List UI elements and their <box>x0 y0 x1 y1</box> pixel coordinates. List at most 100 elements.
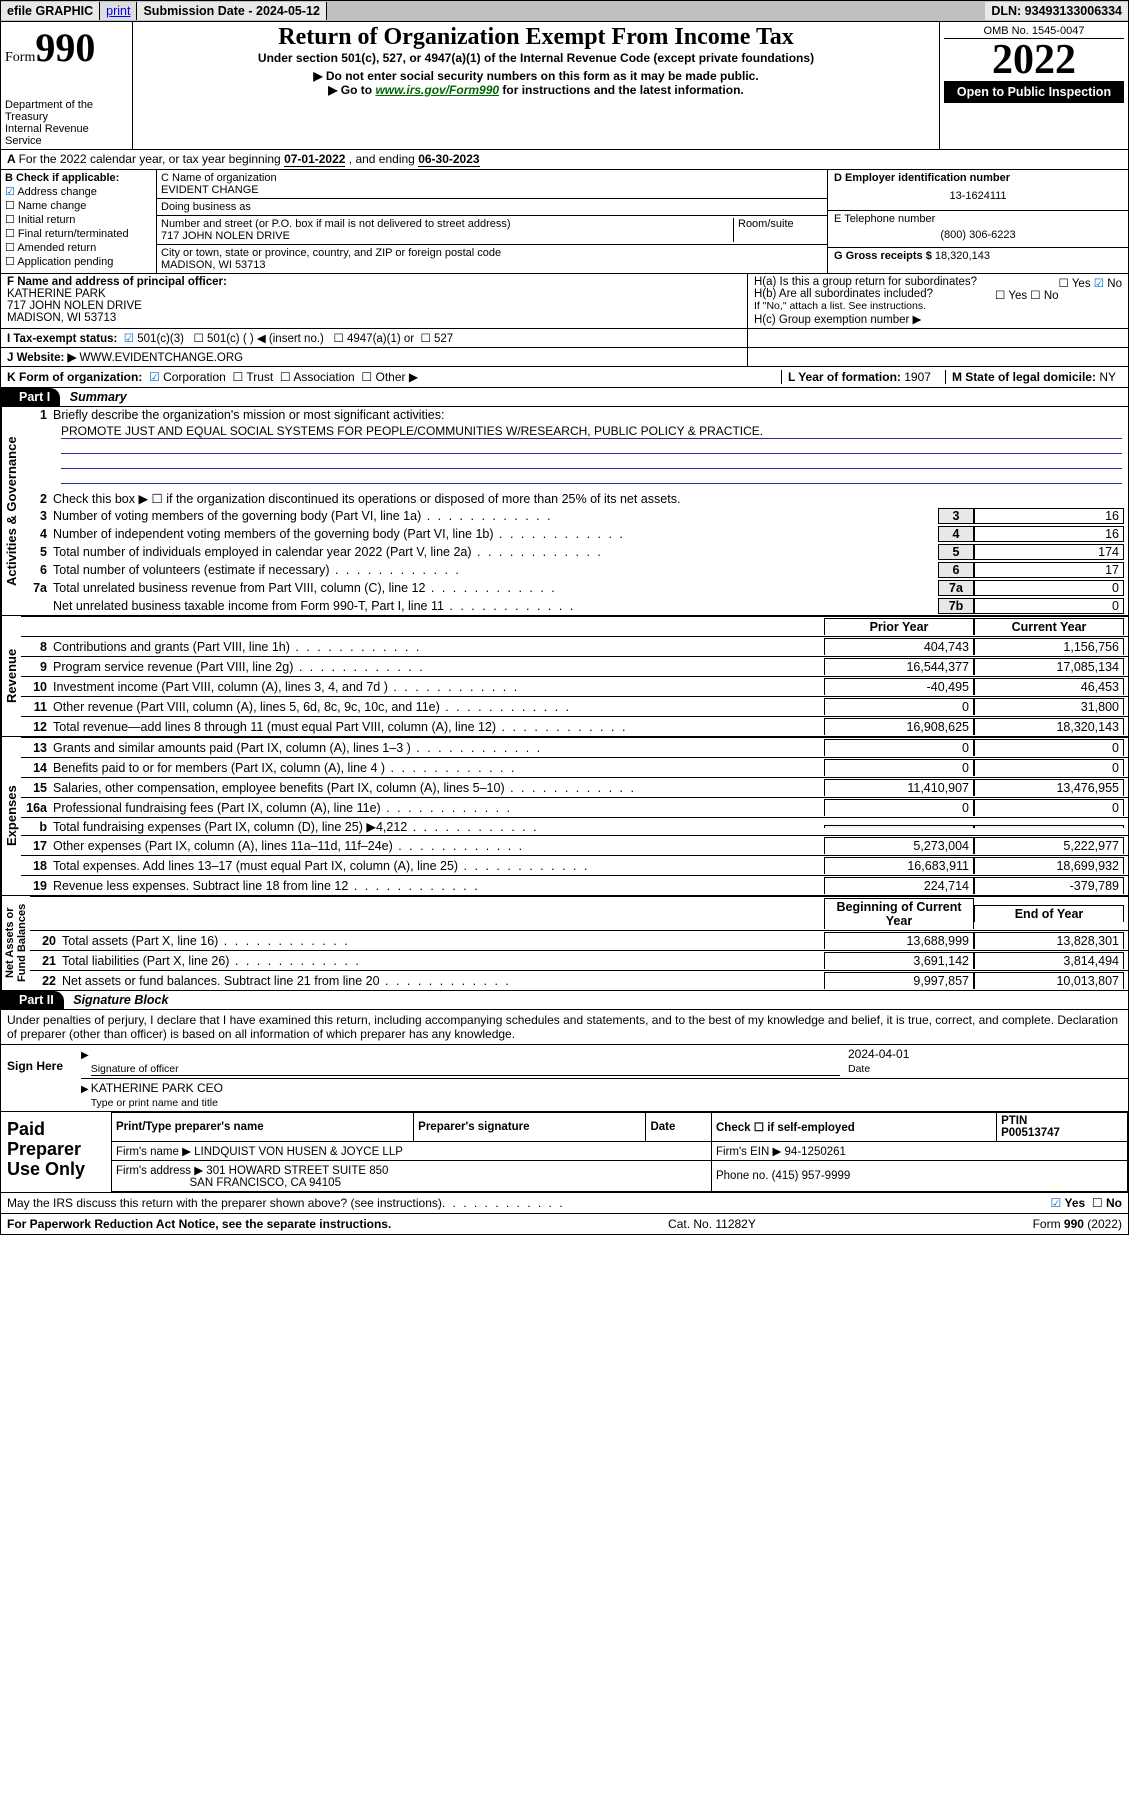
sign-here-block: Sign Here Signature of officer 2024-04-0… <box>0 1045 1129 1112</box>
exp-line-16a: 16aProfessional fundraising fees (Part I… <box>21 797 1128 817</box>
rev-line-8: 8Contributions and grants (Part VIII, li… <box>21 636 1128 656</box>
year-formation: 1907 <box>904 370 931 384</box>
net-line-22: 22Net assets or fund balances. Subtract … <box>30 970 1128 990</box>
line2-discontinued: Check this box ▶ ☐ if the organization d… <box>53 491 1124 506</box>
g-receipts-label: G Gross receipts $ <box>834 250 932 262</box>
vlabel-revenue: Revenue <box>1 616 21 736</box>
addr-label: Number and street (or P.O. box if mail i… <box>161 218 733 230</box>
col-current-year: Current Year <box>974 618 1124 635</box>
mission-label: Briefly describe the organization's miss… <box>53 408 1124 422</box>
chk-initial-return[interactable]: Initial return <box>5 213 152 226</box>
state-domicile: NY <box>1099 370 1116 384</box>
firm-phone: (415) 957-9999 <box>772 1170 851 1182</box>
rev-line-10: 10Investment income (Part VIII, column (… <box>21 676 1128 696</box>
exp-line-17: 17Other expenses (Part IX, column (A), l… <box>21 835 1128 855</box>
firm-addr2: SAN FRANCISCO, CA 94105 <box>190 1177 341 1189</box>
sign-date-label: Date <box>848 1063 870 1075</box>
rev-line-11: 11Other revenue (Part VIII, column (A), … <box>21 696 1128 716</box>
part-i-summary: Activities & Governance 1 Briefly descri… <box>0 407 1129 616</box>
col-end-year: End of Year <box>974 905 1124 922</box>
ein-value: 13-1624111 <box>834 184 1122 208</box>
form-990-badge: Form990 <box>5 24 128 71</box>
vlabel-expenses: Expenses <box>1 737 21 895</box>
netassets-section: Net Assets or Fund Balances Beginning of… <box>0 896 1129 991</box>
exp-line-b: bTotal fundraising expenses (Part IX, co… <box>21 817 1128 835</box>
chk-final-return[interactable]: Final return/terminated <box>5 227 152 240</box>
website-value: WWW.EVIDENTCHANGE.ORG <box>80 352 244 364</box>
hc-group-exemption: H(c) Group exemption number ▶ <box>754 312 1122 326</box>
form-header: Form990 Department of the Treasury Inter… <box>0 22 1129 150</box>
mission-blank2 <box>61 455 1122 469</box>
firm-name: LINDQUIST VON HUSEN & JOYCE LLP <box>194 1146 403 1158</box>
declaration-text: Under penalties of perjury, I declare th… <box>0 1010 1129 1045</box>
rev-line-9: 9Program service revenue (Part VIII, lin… <box>21 656 1128 676</box>
phone-value: (800) 306-6223 <box>834 225 1122 245</box>
prep-self-hdr: Check ☐ if self-employed <box>711 1113 996 1142</box>
e-phone-label: E Telephone number <box>834 213 1122 225</box>
dln: DLN: 93493133006334 <box>985 2 1128 20</box>
revenue-section: Revenue Prior Year Current Year 8Contrib… <box>0 616 1129 737</box>
gross-receipts-value: 18,320,143 <box>935 250 990 262</box>
form-subtitle: Under section 501(c), 527, or 4947(a)(1)… <box>137 51 935 65</box>
footer-discuss: May the IRS discuss this return with the… <box>0 1193 1129 1214</box>
firm-addr1: 301 HOWARD STREET SUITE 850 <box>206 1165 388 1177</box>
sig-officer-label: Signature of officer <box>91 1063 179 1075</box>
prep-name-hdr: Print/Type preparer's name <box>112 1113 414 1142</box>
tax-year: 2022 <box>944 39 1124 81</box>
exp-line-14: 14Benefits paid to or for members (Part … <box>21 757 1128 777</box>
efile-label: efile GRAPHIC <box>1 2 100 20</box>
row-j-website: J Website: ▶ WWW.EVIDENTCHANGE.ORG <box>0 348 1129 367</box>
hb-note: If "No," attach a list. See instructions… <box>754 300 1122 312</box>
officer-addr1: 717 JOHN NOLEN DRIVE <box>7 300 741 312</box>
net-line-20: 20Total assets (Part X, line 16)13,688,9… <box>30 930 1128 950</box>
prep-date-hdr: Date <box>646 1113 712 1142</box>
row-i-taxexempt: I Tax-exempt status: 501(c)(3) 501(c) ( … <box>0 329 1129 348</box>
open-to-public: Open to Public Inspection <box>944 81 1124 103</box>
b-label: B Check if applicable: <box>5 172 119 184</box>
gov-line-7b: Net unrelated business taxable income fr… <box>21 597 1128 615</box>
part-ii-header: Part II Signature Block <box>0 991 1129 1010</box>
dept-treasury: Department of the Treasury Internal Reve… <box>5 99 128 147</box>
d-ein-label: D Employer identification number <box>834 172 1010 184</box>
mission-text: PROMOTE JUST AND EQUAL SOCIAL SYSTEMS FO… <box>61 424 1122 439</box>
cat-no: Cat. No. 11282Y <box>668 1217 756 1231</box>
prep-ptin-hdr: PTINP00513747 <box>997 1113 1128 1142</box>
exp-line-19: 19Revenue less expenses. Subtract line 1… <box>21 875 1128 895</box>
chk-application-pending[interactable]: Application pending <box>5 255 152 268</box>
officer-addr2: MADISON, WI 53713 <box>7 312 741 324</box>
vlabel-governance: Activities & Governance <box>1 407 21 615</box>
exp-line-18: 18Total expenses. Add lines 13–17 (must … <box>21 855 1128 875</box>
footer-paperwork: For Paperwork Reduction Act Notice, see … <box>0 1214 1129 1235</box>
form-note1: ▶ Do not enter social security numbers o… <box>137 69 935 83</box>
print-button[interactable]: print <box>100 2 137 20</box>
chk-amended-return[interactable]: Amended return <box>5 241 152 254</box>
ha-group-return: H(a) Is this a group return for subordin… <box>754 276 1122 288</box>
row-klm: K Form of organization: Corporation Trus… <box>0 367 1129 388</box>
org-city: MADISON, WI 53713 <box>161 259 823 271</box>
rev-line-12: 12Total revenue—add lines 8 through 11 (… <box>21 716 1128 736</box>
net-line-21: 21Total liabilities (Part X, line 26)3,6… <box>30 950 1128 970</box>
submission-date: Submission Date - 2024-05-12 <box>137 2 326 20</box>
c-name-label: C Name of organization <box>161 172 823 184</box>
section-fh: F Name and address of principal officer:… <box>0 274 1129 329</box>
gov-line-5: 5Total number of individuals employed in… <box>21 543 1128 561</box>
gov-line-6: 6Total number of volunteers (estimate if… <box>21 561 1128 579</box>
gov-line-7a: 7aTotal unrelated business revenue from … <box>21 579 1128 597</box>
chk-name-change[interactable]: Name change <box>5 199 152 212</box>
officer-name: KATHERINE PARK <box>7 288 741 300</box>
paid-preparer-block: Paid Preparer Use Only Print/Type prepar… <box>0 1112 1129 1193</box>
col-begin-year: Beginning of Current Year <box>824 898 974 929</box>
ptin-value: P00513747 <box>1001 1127 1060 1139</box>
expenses-section: Expenses 13Grants and similar amounts pa… <box>0 737 1129 896</box>
irs-link[interactable]: www.irs.gov/Form990 <box>375 83 499 97</box>
gov-line-3: 3Number of voting members of the governi… <box>21 507 1128 525</box>
room-suite-label: Room/suite <box>733 218 823 242</box>
city-label: City or town, state or province, country… <box>161 247 823 259</box>
line-a-taxyear: A For the 2022 calendar year, or tax yea… <box>0 150 1129 170</box>
chk-address-change[interactable]: Address change <box>5 185 152 198</box>
col-prior-year: Prior Year <box>824 618 974 635</box>
exp-line-13: 13Grants and similar amounts paid (Part … <box>21 737 1128 757</box>
f-officer-label: F Name and address of principal officer: <box>7 276 741 288</box>
form-note2: ▶ Go to www.irs.gov/Form990 for instruct… <box>137 83 935 97</box>
firm-ein: 94-1250261 <box>785 1146 846 1158</box>
